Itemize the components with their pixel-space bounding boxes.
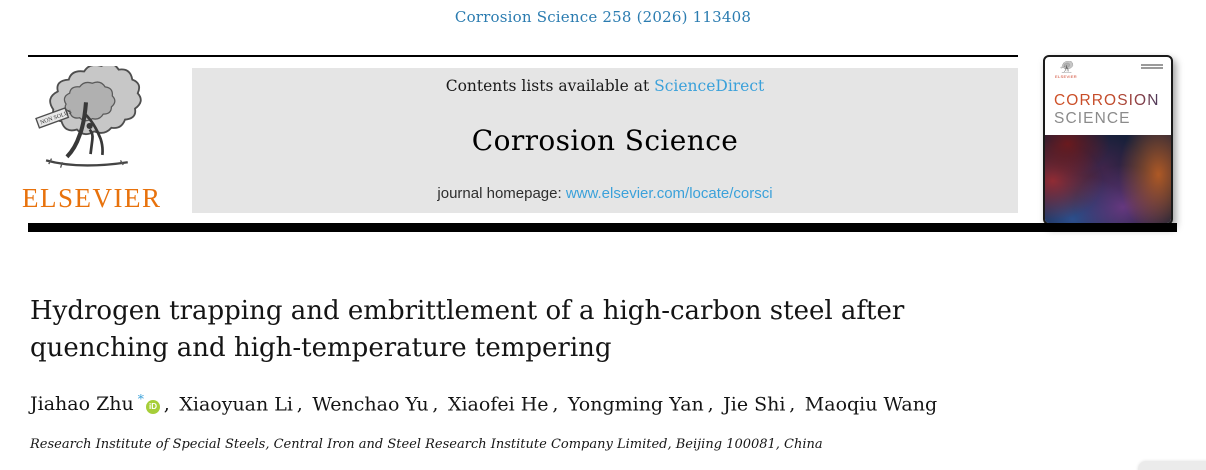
journal-masthead: Contents lists available at ScienceDirec… xyxy=(192,68,1018,213)
section-divider xyxy=(28,223,1177,232)
affiliation: Research Institute of Special Steels, Ce… xyxy=(30,437,823,452)
elsevier-tree-icon xyxy=(30,66,142,184)
elsevier-tree-mini-icon xyxy=(1059,61,1074,75)
author-name: Xiaoyuan Li xyxy=(179,393,312,415)
author-name: Maoqiu Wang xyxy=(804,393,938,416)
sciencedirect-link[interactable]: ScienceDirect xyxy=(654,77,765,95)
journal-citation: Corrosion Science 258 (2026) 113408 xyxy=(454,8,752,26)
top-rule xyxy=(28,55,1018,57)
elsevier-logo[interactable]: ELSEVIER xyxy=(22,64,172,216)
cover-title-line1: CORROSION xyxy=(1054,92,1160,109)
journal-title: Corrosion Science xyxy=(471,123,739,157)
author-name: Wenchao Yu xyxy=(312,393,448,415)
contents-prefix: Contents lists available at xyxy=(445,77,655,95)
corner-overlay xyxy=(1138,461,1206,470)
homepage-prefix: journal homepage: xyxy=(437,185,566,202)
cover-elsevier-wordmark: ELSEVIER xyxy=(1055,74,1077,79)
journal-cover[interactable]: ELSEVIER CORROSION SCIENCE xyxy=(1043,55,1173,225)
contents-line: Contents lists available at ScienceDirec… xyxy=(446,77,765,95)
cover-title-line2: SCIENCE xyxy=(1054,110,1131,127)
cover-art-image xyxy=(1045,135,1171,223)
cover-issn-placeholder xyxy=(1141,64,1163,70)
cover-elsevier-mark: ELSEVIER xyxy=(1055,61,1077,79)
author-name: Jie Shi xyxy=(723,393,805,415)
author-name: Yongming Yan xyxy=(568,393,723,415)
author-name: Jiahao Zhu xyxy=(30,393,134,416)
corresponding-author-mark: * xyxy=(137,391,144,406)
elsevier-wordmark: ELSEVIER xyxy=(22,183,162,213)
article-title: Hydrogen trapping and embrittlement of a… xyxy=(30,296,905,363)
author-name: Xiaofei He xyxy=(448,393,568,415)
orcid-icon[interactable]: iD xyxy=(146,400,160,415)
homepage-line: journal homepage: www.elsevier.com/locat… xyxy=(437,185,772,202)
author-corresponding: Jiahao Zhu *iD xyxy=(30,391,179,416)
author-list: Jiahao Zhu*iDXiaoyuan LiWenchao YuXiaofe… xyxy=(30,391,1130,415)
journal-homepage-link[interactable]: www.elsevier.com/locate/corsci xyxy=(565,185,773,202)
